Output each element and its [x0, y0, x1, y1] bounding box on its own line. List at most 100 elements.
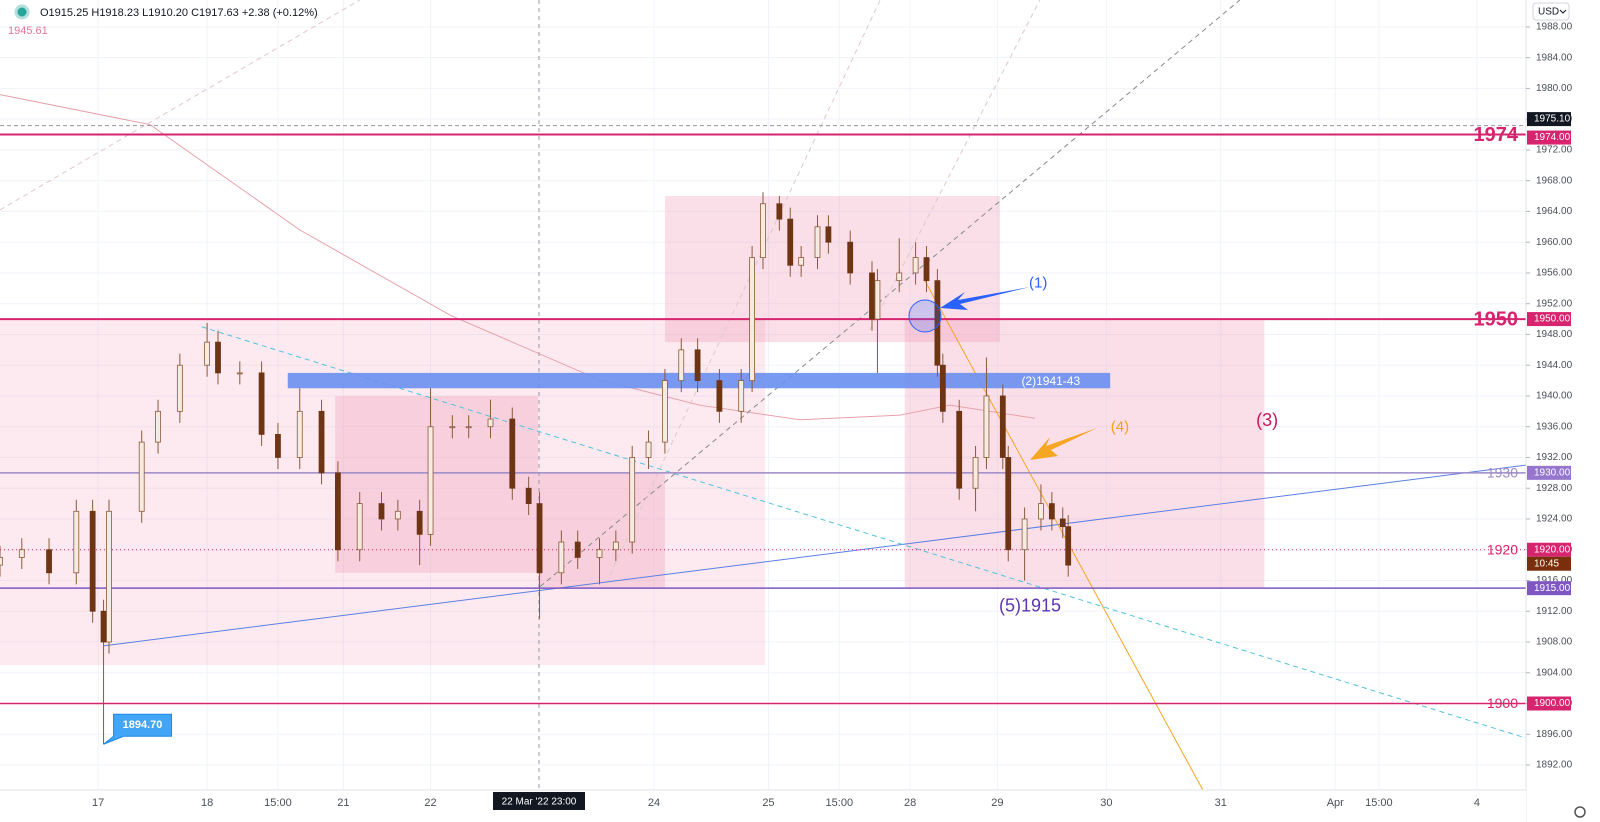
currency-button-box[interactable] [1532, 2, 1570, 21]
settings-button[interactable] [1574, 806, 1586, 818]
candle-body [258, 372, 265, 435]
currency-button[interactable]: USD [1532, 2, 1570, 21]
candle-body [296, 410, 303, 458]
price-badge [1527, 581, 1571, 596]
price-badge [1527, 465, 1571, 480]
time-axis-bg [0, 790, 1526, 822]
candle-body [0, 557, 3, 566]
candle-body [939, 364, 946, 412]
candle-body [89, 510, 96, 612]
candle-body [645, 441, 652, 458]
candle-body [416, 510, 423, 535]
candle-body [465, 426, 472, 429]
candle-body [1059, 518, 1066, 528]
candle-body [694, 349, 701, 381]
y-tick-label: 1988.00 [1536, 22, 1573, 33]
price-badge-label: 1974.00 [1534, 132, 1571, 143]
level-label: 1950 [1474, 308, 1519, 330]
candle-body [155, 410, 161, 443]
candle-body [612, 541, 619, 551]
candle-body [983, 395, 990, 458]
candle-body [204, 341, 211, 366]
y-tick-label: 1960.00 [1536, 237, 1573, 248]
x-tick-label: Apr [1327, 797, 1344, 809]
y-tick-label: 1948.00 [1536, 329, 1573, 340]
candle-body [662, 380, 668, 443]
plot-area: (2)1941-43 1974 1950 1930 1920 1900 [0, 0, 1526, 790]
candle-body [874, 280, 881, 320]
y-tick-label: 1908.00 [1536, 637, 1573, 648]
candle-body [100, 610, 107, 643]
candle-body [999, 395, 1006, 458]
price-badge [1527, 542, 1571, 557]
candle-body [525, 487, 532, 505]
y-tick-label: 1932.00 [1536, 452, 1573, 463]
candle-body [487, 418, 494, 428]
drawing-line [0, 0, 360, 211]
candle-body [896, 272, 903, 282]
candle-body [847, 241, 854, 274]
y-tick-label: 1944.00 [1536, 360, 1573, 371]
price-badge [1527, 696, 1571, 711]
y-tick-label: 1936.00 [1536, 421, 1573, 432]
candle-body [749, 257, 755, 381]
level-label: 1900 [1487, 695, 1518, 711]
candle-body [46, 549, 52, 574]
level-label: 1974 [1474, 124, 1519, 146]
currency-label[interactable]: USD [1538, 7, 1559, 18]
level-label: 1930 [1487, 465, 1518, 481]
countdown-label: 10:45 [1534, 558, 1559, 569]
crosshair-label-bg [493, 792, 586, 810]
y-tick-label: 1892.00 [1536, 760, 1573, 771]
x-tick-label: 4 [1474, 797, 1480, 809]
candle-body [923, 257, 930, 282]
price-badge [1527, 112, 1571, 127]
x-tick-label: 15:00 [264, 797, 292, 809]
ohlc-legend: O1915.25 H1918.23 L1910.20 C1917.63 +2.3… [40, 7, 318, 19]
candle-body [760, 203, 766, 258]
candle-body [1021, 518, 1028, 551]
candle-body [176, 364, 183, 412]
candle-body [912, 257, 919, 274]
candle-body [73, 510, 80, 574]
x-tick-label: 15:00 [1365, 797, 1393, 809]
x-tick-label: 24 [648, 797, 660, 809]
candle-body [558, 541, 565, 574]
y-tick-label: 1924.00 [1536, 514, 1573, 525]
drawing-line [924, 280, 1204, 790]
candle-body [1065, 526, 1072, 566]
x-tick-label: 30 [1100, 797, 1112, 809]
overlay: (1) (4) (3) (5)1915 1894.70 [103, 275, 1278, 745]
candle-body [106, 510, 112, 643]
candle-body [356, 503, 363, 551]
callout-box [103, 713, 173, 745]
x-tick-label: 22 [424, 797, 436, 809]
price-badge [1527, 312, 1571, 327]
chevron[interactable] [1559, 9, 1567, 14]
price-badge [1527, 130, 1571, 145]
candle-body [275, 434, 281, 458]
price-badge-label: 1950.00 [1534, 314, 1571, 325]
candle-body [814, 226, 821, 258]
y-tick-label: 1940.00 [1536, 391, 1573, 402]
y-tick-label: 1984.00 [1536, 52, 1573, 63]
candle-body [449, 426, 456, 429]
y-tick-label: 1912.00 [1536, 606, 1573, 617]
candle-body [787, 218, 794, 266]
y-tick-label: 1904.00 [1536, 667, 1573, 678]
candle-body [776, 203, 783, 220]
candle-body [629, 457, 636, 543]
candle-body [1048, 503, 1055, 520]
level-label: 1920 [1487, 541, 1518, 557]
zone [904, 319, 1265, 589]
candle-body [236, 372, 243, 375]
candle-body [394, 510, 401, 520]
annotation: (5)1915 [999, 595, 1061, 615]
drawing-line [609, 0, 881, 576]
y-tick-label: 1952.00 [1536, 298, 1573, 309]
x-tick-label: 29 [991, 797, 1003, 809]
candle-body [1038, 503, 1044, 520]
